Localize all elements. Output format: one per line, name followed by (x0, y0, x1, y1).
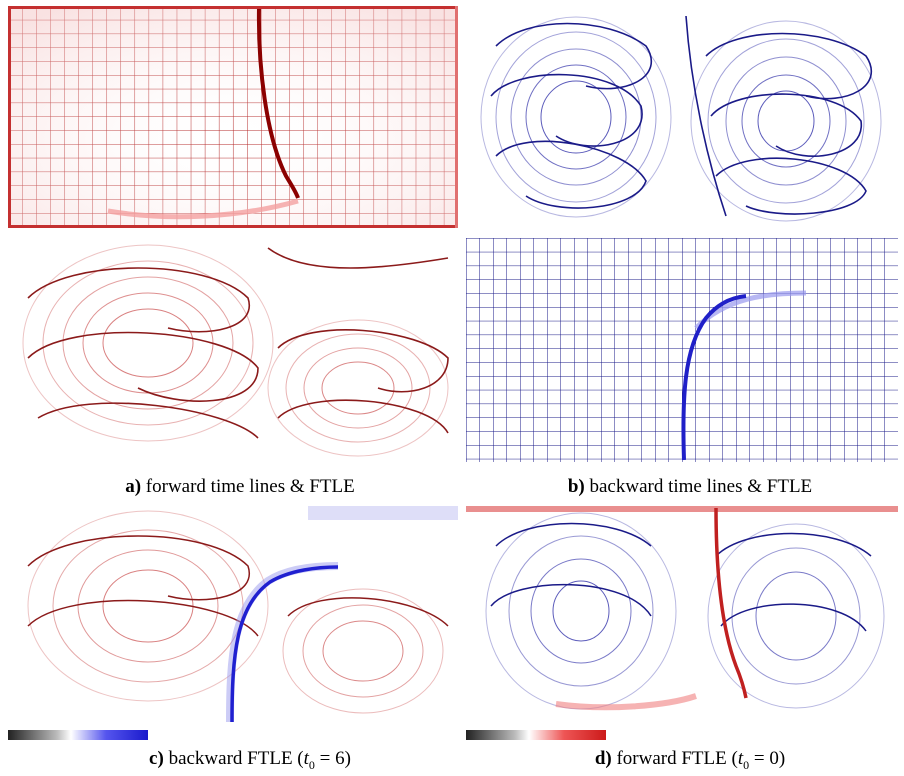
ftle-ridge-blue (681, 294, 747, 461)
forward-grid-plot (8, 6, 458, 228)
caption-c: c) backward FTLE (t0 = 6) (120, 748, 380, 773)
colorbar-c (8, 730, 148, 740)
backward-grid-plot (466, 238, 898, 462)
caption-b-text: backward time lines & FTLE (584, 476, 813, 497)
caption-d-letter: d) (594, 748, 612, 769)
ftle-ridge-red-overlay (714, 507, 748, 699)
caption-d-t: t (737, 748, 744, 769)
caption-a-letter: a) (125, 476, 142, 497)
caption-c-post: = 6) (314, 748, 351, 769)
panel-d (466, 506, 898, 724)
panel-b-grid (466, 238, 898, 462)
caption-b-letter: b) (567, 476, 585, 497)
panel-b-timelines (466, 6, 898, 228)
caption-d-sub: 0 (743, 757, 750, 772)
forward-timeline-plot (8, 238, 458, 462)
caption-a-text: forward time lines & FTLE (141, 476, 355, 497)
ftle-ridge-blue-overlay (230, 565, 339, 723)
backward-ftle-plot (8, 506, 458, 724)
caption-d-post: = 0) (749, 748, 786, 769)
panel-c (8, 506, 458, 724)
panel-a-timelines (8, 238, 458, 462)
forward-ftle-plot (466, 506, 898, 724)
caption-a: a) forward time lines & FTLE (90, 476, 390, 498)
caption-d: d) forward FTLE (t0 = 0) (560, 748, 820, 773)
caption-c-sub: 0 (308, 757, 315, 772)
panel-a-grid (8, 6, 458, 228)
caption-d-pre: forward FTLE ( (611, 748, 738, 769)
ftle-ridge-red (256, 7, 300, 199)
colorbar-d (466, 730, 606, 740)
caption-c-t: t (303, 748, 309, 769)
backward-timeline-plot (466, 6, 898, 228)
caption-c-pre: backward FTLE ( (163, 748, 304, 769)
caption-b: b) backward time lines & FTLE (530, 476, 850, 498)
caption-c-letter: c) (149, 748, 164, 769)
